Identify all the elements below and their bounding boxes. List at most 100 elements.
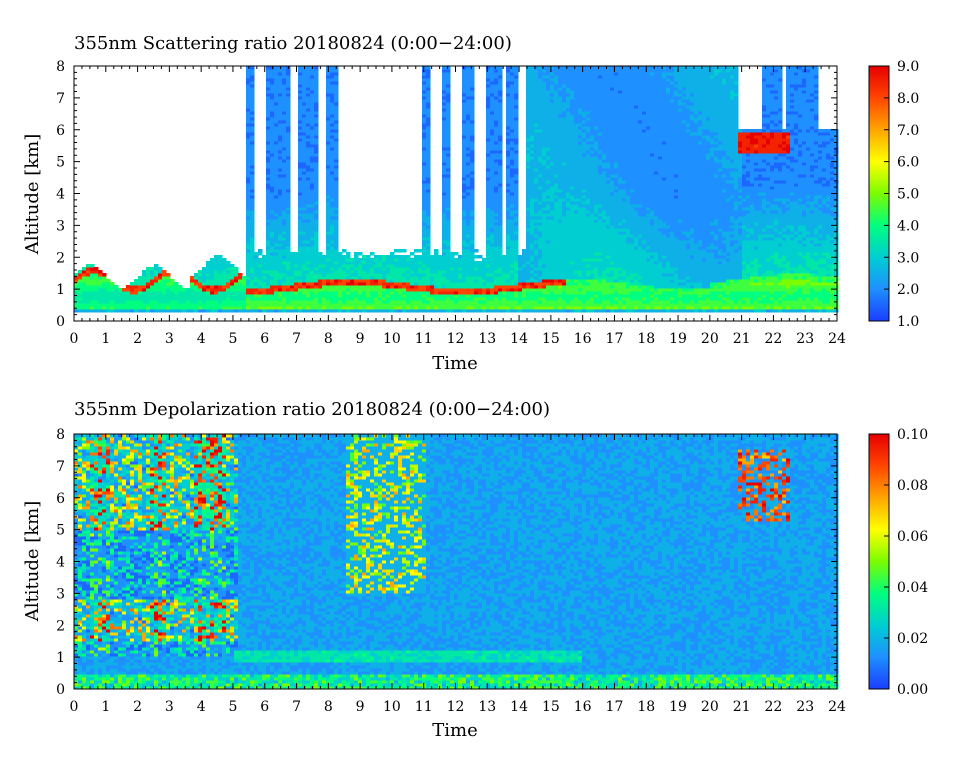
heatmap-cell (586, 126, 591, 133)
heatmap-cell (90, 653, 95, 657)
heatmap-cell (526, 168, 531, 208)
heatmap-cell (138, 294, 143, 301)
heatmap-cell (762, 135, 767, 139)
heatmap-cell (114, 434, 119, 438)
heatmap-cell (138, 494, 143, 498)
heatmap-cell (734, 219, 739, 241)
heatmap-cell (738, 234, 743, 247)
heatmap-cell (246, 285, 251, 289)
heatmap-cell (578, 144, 583, 199)
heatmap-cell (126, 452, 131, 456)
heatmap-cell (818, 198, 823, 205)
heatmap-cell (774, 300, 779, 307)
heatmap-cell (538, 78, 543, 130)
heatmap-cell (134, 446, 139, 450)
y-axis-label: Altitude [km] (22, 134, 43, 256)
heatmap-cell (678, 279, 683, 283)
heatmap-cell (618, 228, 623, 232)
heatmap-cell (346, 279, 351, 283)
heatmap-cell (94, 518, 99, 522)
heatmap-cell (86, 566, 91, 570)
heatmap-cell (802, 279, 807, 286)
heatmap-cell (490, 153, 495, 211)
heatmap-cell (274, 246, 279, 250)
heatmap-cell (778, 198, 783, 202)
heatmap-cell (794, 162, 799, 184)
heatmap-cell (546, 195, 551, 199)
heatmap-cell (726, 309, 731, 313)
heatmap-cell (470, 66, 475, 88)
heatmap-cell (302, 288, 307, 295)
heatmap-cell (362, 300, 367, 310)
heatmap-cell (86, 476, 91, 480)
heatmap-cell (650, 294, 655, 298)
heatmap-cell (670, 282, 675, 289)
heatmap-cell (794, 114, 799, 124)
heatmap-cell (118, 617, 123, 624)
heatmap-cell (782, 180, 787, 184)
heatmap-cell (618, 183, 623, 190)
heatmap-cell (314, 126, 319, 136)
heatmap-cell (734, 201, 739, 211)
heatmap-cell (378, 267, 383, 274)
heatmap-cell (602, 309, 607, 313)
heatmap-cell (330, 72, 335, 79)
heatmap-cell (630, 282, 635, 286)
heatmap-cell (622, 303, 627, 307)
heatmap-cell (362, 258, 367, 262)
heatmap-cell (618, 234, 623, 268)
heatmap-cell (514, 270, 519, 274)
x-tick-label: 22 (765, 331, 783, 347)
heatmap-cell (442, 309, 447, 313)
heatmap-cell (606, 225, 611, 229)
heatmap-cell (98, 680, 103, 684)
heatmap-cell (618, 90, 623, 94)
heatmap-cell (318, 291, 323, 304)
heatmap-cell (706, 120, 711, 130)
heatmap-cell (86, 560, 91, 567)
heatmap-cell (758, 267, 763, 277)
heatmap-cell (490, 129, 495, 136)
heatmap-cell (510, 300, 515, 310)
heatmap-cell (274, 300, 279, 307)
heatmap-cell (102, 599, 107, 603)
heatmap-cell (78, 479, 83, 486)
heatmap-cell (570, 195, 575, 202)
heatmap-cell (550, 72, 555, 76)
heatmap-cell (250, 66, 255, 70)
heatmap-cell (254, 288, 259, 292)
heatmap-cell (82, 545, 87, 549)
heatmap-cell (306, 93, 311, 97)
heatmap-cell (562, 66, 567, 85)
heatmap-cell (682, 240, 687, 280)
heatmap-cell (270, 285, 275, 295)
heatmap-cell (514, 75, 519, 79)
heatmap-cell (738, 216, 743, 223)
heatmap-cell (726, 261, 731, 280)
heatmap-cell (98, 683, 103, 687)
heatmap-cell (486, 309, 491, 313)
heatmap-cell (326, 201, 331, 232)
heatmap-cell (422, 291, 427, 295)
heatmap-cell (226, 291, 231, 298)
heatmap-cell (222, 306, 227, 310)
heatmap-cell (578, 294, 583, 301)
heatmap-cell (778, 129, 783, 133)
heatmap-cell (770, 258, 775, 271)
heatmap-cell (246, 219, 251, 244)
heatmap-cell (130, 662, 135, 666)
heatmap-cell (770, 132, 775, 139)
heatmap-cell (594, 126, 599, 130)
heatmap-cell (106, 653, 111, 660)
heatmap-cell (146, 306, 151, 310)
heatmap-cell (798, 150, 803, 157)
heatmap-cell (722, 177, 727, 190)
heatmap-cell (86, 503, 91, 507)
heatmap-cell (206, 285, 211, 289)
heatmap-cell (490, 96, 495, 112)
heatmap-cell (154, 270, 159, 277)
heatmap-cell (490, 300, 495, 307)
heatmap-cell (118, 479, 123, 483)
heatmap-cell (290, 309, 295, 313)
heatmap-cell (614, 306, 619, 310)
